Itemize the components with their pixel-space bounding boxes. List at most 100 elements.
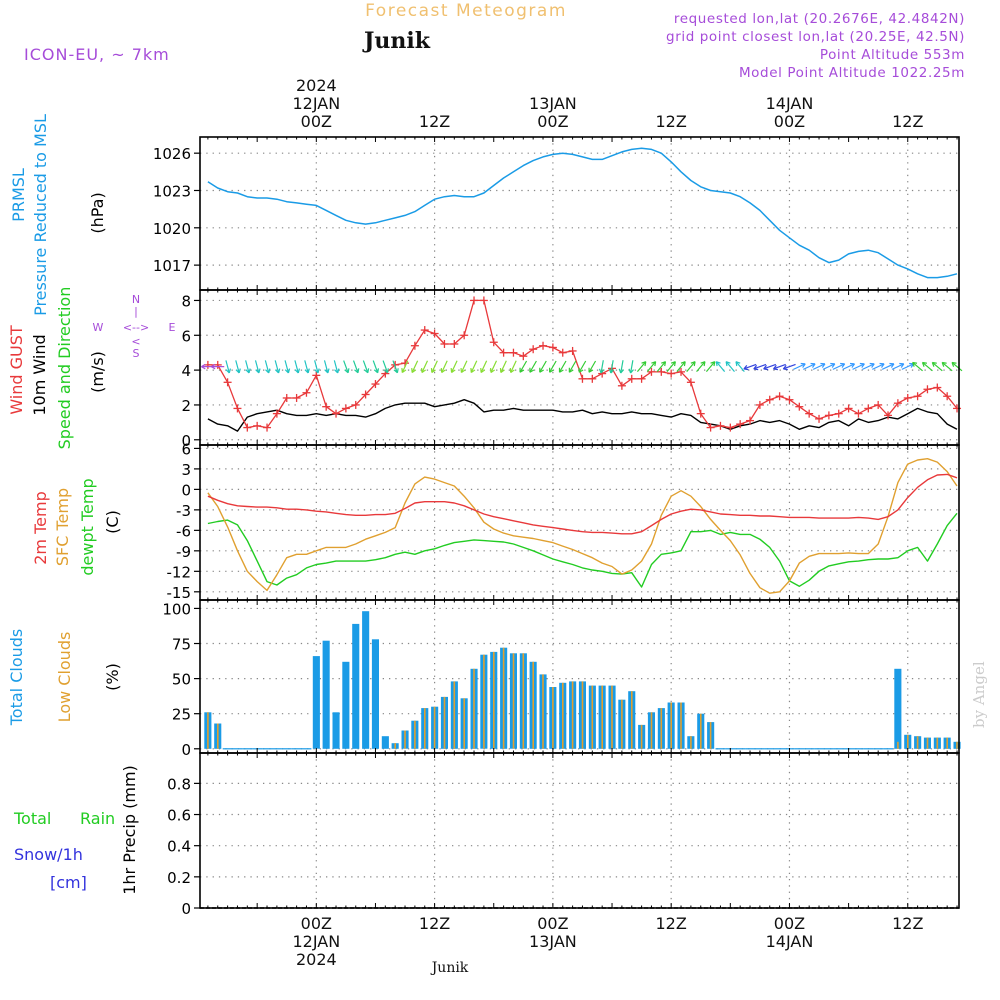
wind-direction-arrow	[705, 361, 716, 372]
wind-direction-arrow	[862, 362, 875, 370]
gust-marker	[844, 404, 853, 413]
precip-ytick-label: 0.4	[167, 838, 191, 856]
model-label: ICON-EU, ~ 7km	[24, 45, 170, 64]
low-cloud-bar	[640, 724, 643, 749]
temp-sfc-label: SFC Temp	[53, 488, 72, 566]
gust-marker	[815, 414, 824, 423]
temperature-ytick-label: -3	[176, 502, 191, 520]
wind-direction-arrow	[931, 361, 943, 372]
wind-ytick-label: 6	[181, 327, 191, 345]
low-cloud-bar	[493, 651, 495, 749]
gust-marker	[529, 345, 538, 354]
low-cloud-bar	[542, 674, 544, 749]
total-cloud-bar	[883, 748, 893, 750]
wind-direction-arrow	[362, 360, 370, 374]
bottom-time-label: 13JAN	[529, 932, 577, 951]
wind-direction-arrow	[225, 360, 232, 374]
low-cloud-bar	[926, 737, 929, 749]
clouds-ytick-label: 100	[162, 600, 191, 618]
wind-direction-arrow	[264, 360, 271, 374]
low-cloud-bar	[946, 737, 948, 749]
total-cloud-bar	[873, 748, 884, 750]
precip-total-label: Total	[13, 809, 51, 828]
gust-marker	[519, 352, 528, 361]
wind-direction-arrow	[450, 360, 458, 374]
total-cloud-bar	[745, 748, 755, 750]
wind-direction-arrow	[598, 360, 605, 374]
total-cloud-bar	[755, 748, 765, 750]
total-cloud-bar	[342, 661, 350, 749]
wind-direction-arrow	[842, 362, 855, 370]
bottom-time-label: 2024	[296, 950, 337, 969]
wind-direction-arrow	[912, 361, 923, 372]
total-cloud-bar	[774, 748, 785, 750]
top-time-label: 14JAN	[766, 94, 814, 113]
wind-direction-arrow	[782, 363, 796, 371]
wind-direction-arrow	[628, 360, 634, 374]
low-cloud-bar	[463, 698, 465, 749]
temperature-ytick-label: -15	[167, 584, 192, 602]
low-cloud-bar	[483, 654, 485, 749]
precip-ytick-label: 0	[181, 900, 191, 918]
precip-unit-cm: [cm]	[50, 873, 87, 892]
gust-marker	[361, 390, 370, 399]
gust-marker	[322, 402, 331, 411]
wind-direction-arrow	[519, 360, 528, 373]
point-altitude: Point Altitude 553m	[820, 47, 965, 63]
gust-marker	[312, 371, 321, 380]
wind-direction-arrow	[696, 361, 706, 372]
gust-marker	[460, 331, 469, 340]
pressure-unit: (hPa)	[88, 192, 107, 233]
bottom-time-label: 12Z	[892, 914, 923, 933]
wind-direction-arrow	[773, 363, 786, 371]
pressure-ytick-label: 1017	[153, 257, 191, 275]
wind-direction-arrow	[294, 360, 301, 374]
pressure-line	[207, 147, 958, 279]
compass-s: S	[133, 347, 140, 360]
bottom-time-label: 12Z	[656, 914, 687, 933]
gust-marker	[755, 400, 764, 409]
low-cloud-bar	[670, 702, 672, 749]
gust-marker	[272, 409, 281, 418]
gust-marker	[696, 409, 705, 418]
low-cloud-bar	[591, 685, 594, 749]
wind-direction-arrow	[666, 361, 676, 372]
gust-marker	[923, 385, 932, 394]
wind-direction-arrow	[763, 363, 777, 371]
temp-2m-label: 2m Temp	[31, 491, 50, 565]
low-cloud-bar	[217, 723, 219, 749]
gust-marker	[440, 339, 449, 348]
top-time-label: 12Z	[892, 112, 923, 131]
temperature-ytick-label: 3	[181, 461, 191, 479]
pressure-ytick-label: 1023	[153, 182, 191, 200]
pressure-frame	[199, 136, 960, 291]
total-cloud-bar	[894, 668, 902, 749]
wind-direction-arrow	[509, 360, 517, 374]
wind-direction-arrow	[715, 361, 726, 372]
gust-marker	[647, 367, 656, 376]
compass-north-arm: |	[134, 305, 138, 318]
wind-gust-label: Wind GUST	[7, 325, 26, 415]
gust-marker	[716, 421, 725, 430]
wind-direction-arrow	[549, 360, 557, 373]
low-cloud-bar	[611, 685, 613, 749]
low-cloud-bar	[394, 743, 396, 749]
wind-direction-arrow	[832, 362, 846, 370]
gust-marker	[341, 404, 350, 413]
precip-frame	[199, 752, 960, 909]
clouds-ytick-label: 50	[172, 671, 191, 689]
wind-frame	[199, 289, 960, 446]
wind-direction-arrow	[480, 360, 488, 374]
gust-marker	[568, 346, 577, 355]
total-clouds-label: Total Clouds	[7, 629, 26, 727]
total-cloud-bar	[371, 639, 379, 749]
wind-ytick-label: 8	[181, 292, 191, 310]
bottom-time-label: 00Z	[301, 914, 332, 933]
total-cloud-bar	[824, 748, 834, 750]
temperature-ytick-label: -12	[167, 563, 192, 581]
total-cloud-bar	[222, 748, 233, 750]
wind-direction-arrow	[274, 360, 281, 374]
total-cloud-bar	[362, 611, 370, 749]
forecast-title: Forecast Meteogram	[365, 1, 567, 21]
precip-rain-label: Rain	[80, 809, 115, 828]
